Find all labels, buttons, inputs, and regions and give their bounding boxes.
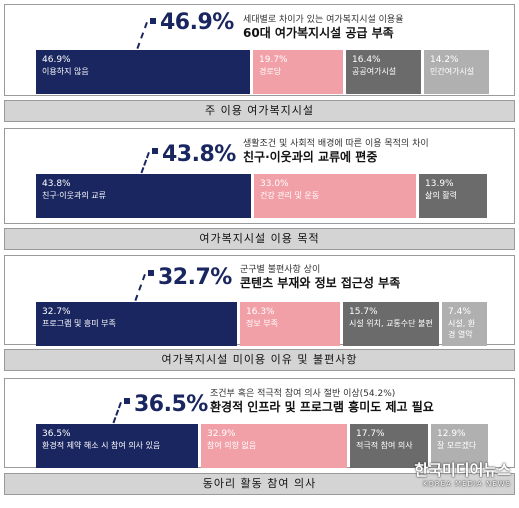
- bar-segment: 19.7% 경로당: [253, 50, 343, 94]
- segment-label: 적극적 참여 의사: [356, 441, 413, 450]
- pointer-dot: [152, 148, 158, 154]
- bar-segment: 17.7% 적극적 참여 의사: [350, 424, 428, 468]
- segment-percent: 16.4%: [352, 55, 381, 65]
- segment-label: 친구·이웃과의 교류: [42, 191, 106, 200]
- segment-label: 민간여가시설: [430, 67, 475, 76]
- segment-label: 삶의 활력: [425, 191, 457, 200]
- segment-percent: 32.7%: [42, 307, 71, 317]
- headline: 60대 여가복지시설 공급 부족: [243, 26, 394, 40]
- segment-percent: 14.2%: [430, 55, 459, 65]
- subtitle: 생활조건 및 사회적 배경에 따른 이용 목적의 차이: [243, 139, 429, 149]
- segment-label: 프로그램 및 흥미 부족: [42, 319, 116, 328]
- segment-percent: 33.0%: [260, 179, 289, 189]
- highlight-value: 43.8%: [162, 142, 236, 167]
- segment-percent: 16.3%: [246, 307, 275, 317]
- bar-segment: 15.7% 시설 위치, 교통수단 불편: [343, 302, 439, 346]
- segment-percent: 15.7%: [349, 307, 378, 317]
- segment-percent: 36.5%: [42, 429, 71, 439]
- bar-segment: 32.9% 참여 의향 없음: [201, 424, 347, 468]
- bar-segment: 36.5% 환경적 제약 해소 시 참여 의사 있음: [36, 424, 198, 468]
- segment-percent: 46.9%: [42, 55, 71, 65]
- bar-segment: 16.4% 공공여가시설: [346, 50, 421, 94]
- highlight-value: 36.5%: [134, 392, 208, 417]
- segment-label: 참여 의향 없음: [207, 441, 257, 450]
- chart-caption: 동아리 활동 참여 의사: [4, 473, 515, 495]
- segment-percent: 13.9%: [425, 179, 454, 189]
- segment-percent: 12.9%: [437, 429, 466, 439]
- subtitle: 조건부 혹은 적극적 참여 의사 절반 이상(54.2%): [210, 389, 396, 399]
- highlight-value: 32.7%: [158, 265, 232, 290]
- pointer-dot: [124, 398, 130, 404]
- segment-label: 잘 모르겠다: [437, 441, 477, 450]
- headline: 환경적 인프라 및 프로그램 흥미도 제고 필요: [210, 400, 434, 414]
- bar-segment: 13.9% 삶의 활력: [419, 174, 487, 218]
- pointer-dot: [150, 18, 156, 24]
- bar-segment: 16.3% 정보 부족: [240, 302, 340, 346]
- chart-caption: 여가복지시설 이용 목적: [4, 228, 515, 250]
- bar-segment: 32.7% 프로그램 및 흥미 부족: [36, 302, 237, 346]
- segment-percent: 19.7%: [259, 55, 288, 65]
- watermark-name: 한국미디어뉴스: [414, 461, 511, 479]
- highlight-value: 46.9%: [160, 10, 234, 35]
- segment-percent: 7.4%: [448, 307, 471, 317]
- segment-label: 이용하지 않음: [42, 67, 89, 76]
- bar-segment: 12.9% 잘 모르겠다: [431, 424, 488, 468]
- subtitle: 군구별 불편사항 상이: [240, 265, 321, 275]
- chart-caption: 여가복지시설 미이용 이유 및 불편사항: [4, 349, 515, 371]
- bar-segment: 33.0% 건강 관리 및 운동: [254, 174, 416, 218]
- bar-segment: 43.8% 친구·이웃과의 교류: [36, 174, 251, 218]
- pointer-dot: [148, 270, 154, 276]
- segment-label: 경로당: [259, 67, 282, 76]
- bar-segment: 7.4% 시설, 환경 열악: [442, 302, 487, 346]
- bar-segment: 14.2% 민간여가시설: [424, 50, 489, 94]
- watermark-logo: 한국미디어뉴스 KOREA MEDIA NEWS: [414, 459, 511, 488]
- segment-percent: 17.7%: [356, 429, 385, 439]
- headline: 친구·이웃과의 교류에 편중: [243, 150, 378, 164]
- subtitle: 세대별로 차이가 있는 여가복지시설 이용율: [243, 15, 404, 25]
- segment-label: 건강 관리 및 운동: [260, 191, 320, 200]
- segment-percent: 32.9%: [207, 429, 236, 439]
- chart-caption: 주 이용 여가복지시설: [4, 100, 515, 122]
- watermark-sub: KOREA MEDIA NEWS: [423, 480, 511, 488]
- segment-label: 공공여가시설: [352, 67, 397, 76]
- segment-label: 환경적 제약 해소 시 참여 의사 있음: [42, 441, 161, 450]
- segment-percent: 43.8%: [42, 179, 71, 189]
- bar-segment: 46.9% 이용하지 않음: [36, 50, 250, 94]
- segment-label: 정보 부족: [246, 319, 278, 328]
- segment-label: 시설, 환경 열악: [448, 319, 476, 339]
- headline: 콘텐츠 부재와 정보 접근성 부족: [240, 276, 401, 290]
- segment-label: 시설 위치, 교통수단 불편: [349, 319, 433, 328]
